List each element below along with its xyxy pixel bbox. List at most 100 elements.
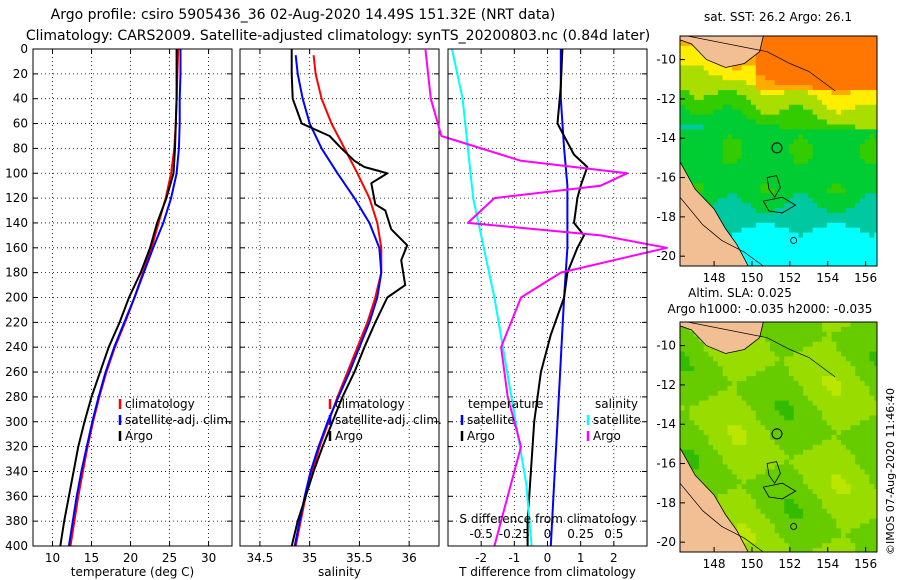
map-cell: [770, 326, 776, 333]
map-cell: [746, 366, 752, 372]
map-cell: [694, 99, 700, 106]
map-cell: [717, 479, 724, 485]
map-cell: [770, 513, 776, 520]
map-cell: [760, 346, 766, 353]
map-cell: [751, 119, 757, 125]
map-cell: [822, 99, 828, 106]
map-cell: [807, 163, 814, 170]
map-cell: [751, 435, 757, 441]
map-cell: [798, 104, 804, 111]
map-cell: [807, 484, 814, 490]
map-cell: [864, 341, 870, 348]
map-cell: [698, 405, 705, 411]
map-cell: [727, 183, 733, 189]
map-cell: [845, 188, 851, 194]
map-cell: [722, 168, 728, 175]
map-cell: [760, 60, 766, 67]
map-cell: [770, 395, 776, 402]
map-cell: [798, 469, 804, 475]
map-cell: [746, 188, 752, 194]
map-cell: [698, 371, 705, 377]
map-cell: [741, 178, 747, 184]
map-cell: [765, 381, 771, 387]
map-cell: [798, 129, 804, 135]
map-cell: [788, 70, 795, 76]
map-cell: [755, 494, 762, 500]
map-cell: [874, 252, 877, 258]
map-cell: [784, 548, 790, 552]
map-cell: [822, 217, 828, 224]
map-cell: [831, 425, 837, 431]
map-cell: [717, 459, 724, 466]
map-cell: [793, 366, 799, 372]
map-cell: [860, 90, 866, 96]
map-cell: [760, 474, 766, 480]
map-cell: [694, 405, 700, 411]
map-cell: [860, 474, 866, 480]
map-cell: [822, 129, 828, 135]
map-cell: [869, 351, 875, 357]
map-cell: [826, 262, 833, 266]
map-cell: [698, 400, 705, 407]
map-cell: [736, 109, 743, 116]
map-cell: [831, 198, 837, 204]
map-cell: [765, 40, 771, 47]
map-cell: [788, 75, 795, 81]
map-cell: [831, 385, 837, 392]
map-cell: [845, 173, 851, 180]
map-cell: [708, 85, 714, 91]
map-cell: [874, 351, 877, 357]
map-cell: [703, 85, 709, 91]
map-cell: [774, 459, 780, 466]
map-cell: [694, 449, 700, 456]
map-cell: [694, 459, 700, 466]
map-cell: [751, 474, 757, 480]
map-cell: [817, 376, 823, 382]
map-cell: [680, 149, 686, 155]
map-cell: [788, 217, 795, 224]
map-cell: [807, 366, 814, 372]
x-tick-label: 1: [577, 551, 585, 565]
map-cell: [746, 361, 752, 367]
map-cell: [831, 390, 837, 397]
map-cell: [803, 227, 809, 234]
map-cell: [860, 104, 866, 111]
s-tick-label: -0.5: [469, 527, 492, 541]
map-cell: [869, 336, 875, 343]
map-cell: [717, 435, 724, 441]
map-cell: [760, 498, 766, 505]
map-cell: [836, 484, 842, 490]
map-cell: [869, 341, 875, 348]
map-cell: [874, 203, 877, 209]
map-cell: [841, 193, 847, 199]
map-cell: [826, 444, 833, 451]
map-cell: [812, 489, 818, 495]
map-cell: [841, 109, 847, 116]
map-cell: [860, 222, 866, 229]
map-cell: [736, 183, 743, 189]
map-cell: [779, 484, 785, 490]
map-cell: [822, 454, 828, 461]
map-cell: [807, 183, 814, 189]
map-cell: [751, 381, 757, 387]
map-cell: [817, 336, 823, 343]
map-cell: [760, 227, 766, 234]
map-cell: [864, 415, 870, 421]
map-cell: [722, 222, 728, 229]
map-cell: [788, 153, 795, 160]
map-cell: [708, 65, 714, 71]
map-cell: [841, 232, 847, 239]
map-cell: [770, 212, 776, 219]
map-cell: [812, 474, 818, 480]
map-cell: [860, 390, 866, 397]
map-cell: [798, 227, 804, 234]
map-cell: [831, 518, 837, 525]
map-cell: [703, 474, 709, 480]
map-cell: [803, 85, 809, 91]
map-cell: [751, 188, 757, 194]
map-cell: [708, 425, 714, 431]
map-cell: [826, 252, 833, 258]
map-cell: [708, 390, 714, 397]
map-cell: [680, 356, 686, 362]
map-cell: [869, 129, 875, 135]
